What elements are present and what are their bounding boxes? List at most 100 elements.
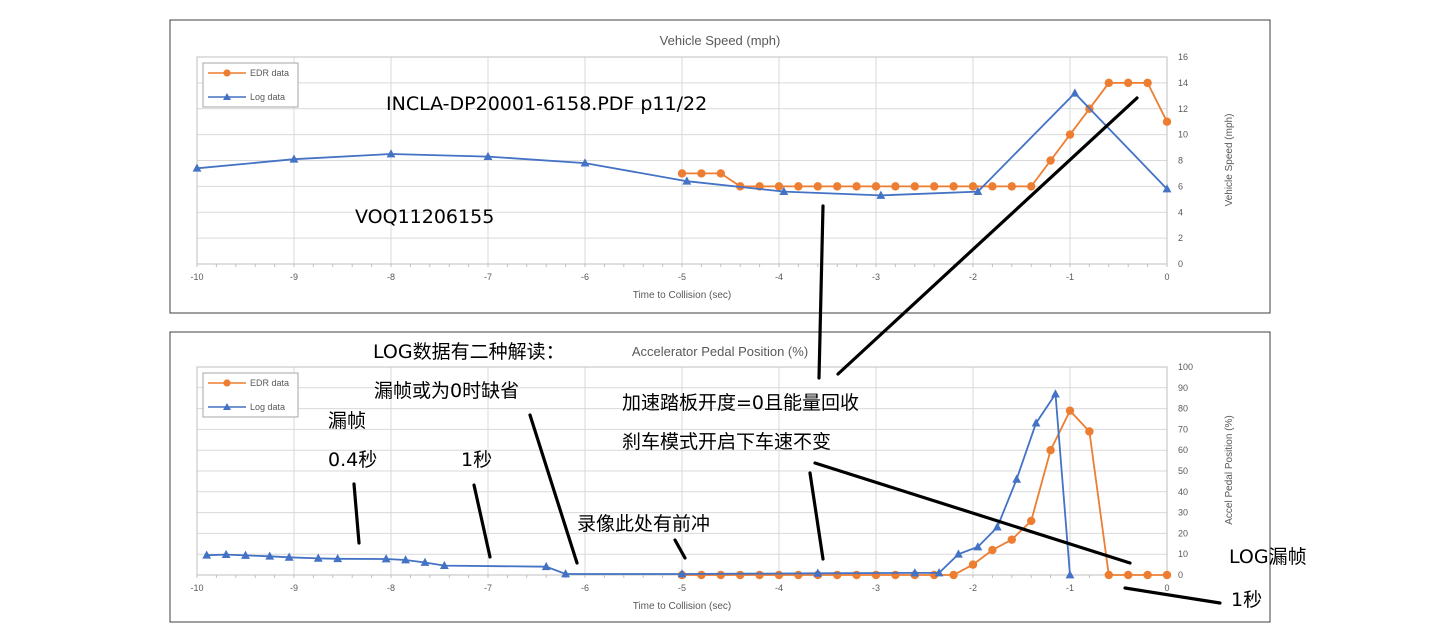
- x-tick-label: -3: [872, 272, 880, 282]
- x-tick-label: -8: [387, 272, 395, 282]
- annotation-line-video-surge: [673, 538, 687, 560]
- y-tick-label: 90: [1178, 383, 1188, 393]
- data-point-log-data: [1051, 389, 1060, 398]
- annotation-log-two-readings: LOG数据有二种解读：: [373, 341, 565, 363]
- x-tick-label: -1: [1066, 272, 1074, 282]
- legend-edr-marker: [223, 69, 231, 77]
- data-point-edr-data: [1104, 570, 1114, 580]
- annotation-line-brake-mode: [808, 471, 825, 561]
- series-group: [202, 389, 1172, 580]
- data-point-edr-data: [988, 182, 997, 191]
- legend-box: [202, 372, 299, 418]
- x-tick-label: -1: [1066, 583, 1074, 593]
- data-point-edr-data: [813, 182, 822, 191]
- data-point-log-data: [876, 190, 886, 199]
- data-point-edr-data: [1124, 78, 1133, 88]
- y-tick-label: 2: [1178, 233, 1183, 243]
- x-axis-label: Time to Collision (sec): [633, 290, 732, 301]
- data-point-edr-data: [1143, 570, 1152, 580]
- data-point-log-data: [954, 549, 963, 558]
- plot-area: [196, 56, 1168, 265]
- x-tick-label: -10: [190, 272, 203, 282]
- data-point-edr-data: [1065, 406, 1075, 415]
- y-tick-label: 0: [1178, 570, 1183, 580]
- x-tick-label: -7: [484, 583, 492, 593]
- x-tick-label: -10: [190, 583, 203, 593]
- data-point-log-data: [401, 555, 410, 564]
- y-tick-label: 70: [1178, 424, 1188, 434]
- data-point-edr-data: [1085, 427, 1094, 436]
- legend-log-marker: [223, 403, 231, 410]
- data-point-log-data: [1031, 418, 1041, 427]
- series-group: [192, 78, 1172, 199]
- data-point-edr-data: [677, 169, 687, 178]
- legend: EDR data Log data: [202, 62, 299, 108]
- data-point-edr-data: [794, 570, 803, 580]
- x-tick-label: -9: [290, 583, 298, 593]
- series-line-log-data: [206, 391, 1071, 576]
- data-point-log-data: [221, 549, 231, 559]
- legend-log-marker: [223, 93, 231, 100]
- y-tick-label: 4: [1178, 207, 1183, 217]
- data-point-edr-data: [1027, 182, 1036, 191]
- data-point-log-data: [580, 158, 590, 167]
- data-point-log-data: [192, 163, 202, 172]
- data-point-log-data: [420, 557, 430, 566]
- data-point-edr-data: [755, 570, 764, 580]
- y-axis-label: Accel Pedal Position (%): [1224, 415, 1235, 525]
- data-point-edr-data: [1046, 156, 1055, 165]
- data-point-log-data: [439, 560, 449, 570]
- legend-log-label: Log data: [250, 92, 285, 102]
- y-tick-label: 8: [1178, 156, 1183, 166]
- vehicle-speed-chart: Vehicle Speed (mph) -10 -9 -8 -7 -6 -5 -4 -3 -2-…: [169, 19, 1271, 314]
- annotation-log-missing-1s: 1秒: [1231, 589, 1262, 611]
- y-tick-label: 14: [1178, 78, 1188, 88]
- data-point-edr-data: [716, 169, 725, 178]
- x-tick-label: -5: [678, 583, 686, 593]
- data-point-edr-data: [949, 570, 958, 580]
- legend-edr-label: EDR data: [250, 68, 289, 78]
- y-tick-label: 10: [1178, 130, 1188, 140]
- data-point-log-data: [333, 553, 343, 563]
- data-point-log-data: [284, 552, 294, 561]
- annotation-log-missing-frame: LOG漏帧: [1229, 546, 1307, 568]
- annotation-line-log-missing: [813, 461, 1132, 565]
- x-tick-labels: -10 -9 -8 -7 -6 -5 -4 -3 -2 -1 0: [190, 272, 1169, 282]
- chart-title: Accelerator Pedal Position (%): [632, 344, 808, 359]
- annotation-line-1s: [472, 483, 492, 559]
- y-tick-label: 100: [1178, 362, 1193, 372]
- data-point-edr-data: [891, 182, 900, 191]
- x-tick-label: 0: [1164, 272, 1169, 282]
- y-tick-label: 40: [1178, 487, 1188, 497]
- data-point-log-data: [265, 551, 275, 560]
- data-point-edr-data: [1007, 182, 1016, 191]
- data-point-log-data: [289, 154, 299, 163]
- legend-edr-label: EDR data: [250, 378, 289, 388]
- data-point-edr-data: [1027, 516, 1036, 526]
- data-point-log-data: [973, 542, 983, 551]
- data-point-edr-data: [774, 182, 784, 191]
- y-tick-label: 0: [1178, 259, 1183, 269]
- data-point-edr-data: [871, 182, 881, 191]
- annotation-line-speed-to-pedal: [817, 204, 825, 380]
- data-point-log-data: [381, 554, 391, 563]
- x-axis-label: Time to Collision (sec): [633, 601, 732, 612]
- data-point-log-data: [241, 550, 250, 559]
- annotation-lines: [352, 96, 1222, 605]
- annotation-line-log-1s: [1123, 586, 1222, 605]
- x-tick-label: 0: [1164, 583, 1169, 593]
- data-point-log-data: [910, 568, 920, 577]
- x-tick-label: -6: [581, 583, 589, 593]
- y-tick-label: 20: [1178, 528, 1188, 538]
- data-point-log-data: [1065, 570, 1075, 579]
- annotation-voq: VOQ11206155: [355, 206, 494, 228]
- data-point-log-data: [677, 569, 687, 578]
- data-point-edr-data: [1162, 117, 1172, 126]
- annotation-brake-mode-speed: 刹车模式开启下车速不变: [622, 431, 831, 453]
- data-point-edr-data: [1143, 78, 1152, 88]
- y-tick-label: 12: [1178, 104, 1188, 114]
- x-tick-label: -8: [387, 583, 395, 593]
- chart-title: Vehicle Speed (mph): [660, 33, 781, 48]
- data-point-log-data: [541, 561, 551, 571]
